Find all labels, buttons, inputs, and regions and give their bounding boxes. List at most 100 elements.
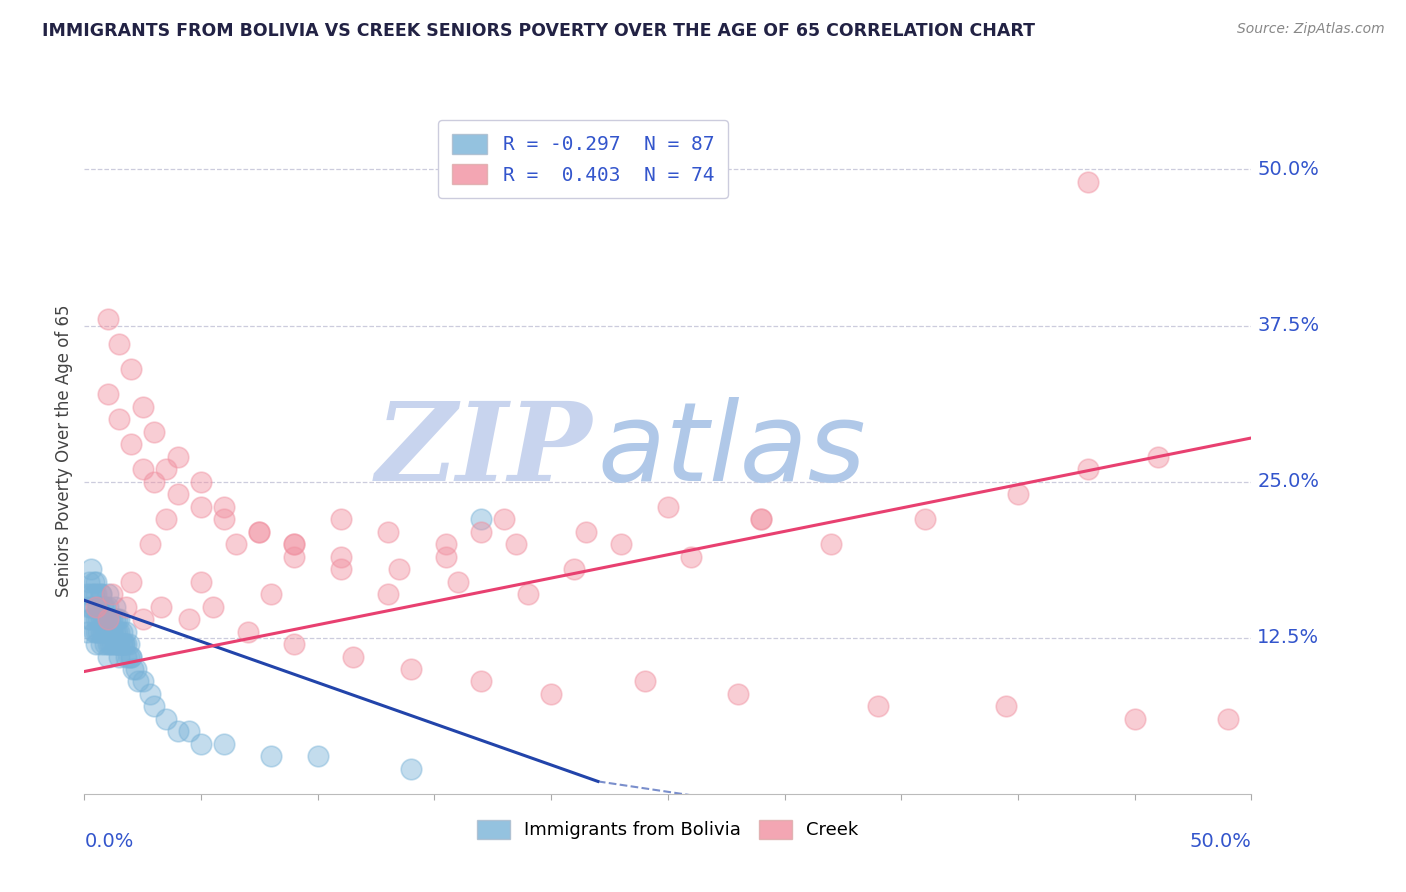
Text: 37.5%: 37.5% xyxy=(1257,316,1319,335)
Point xyxy=(108,337,131,351)
Point xyxy=(97,387,120,401)
Point xyxy=(98,612,121,626)
Point xyxy=(1123,712,1146,726)
Point xyxy=(470,674,492,689)
Point xyxy=(80,599,103,614)
Point xyxy=(330,549,353,564)
Point xyxy=(104,612,127,626)
Point xyxy=(470,524,492,539)
Point xyxy=(87,599,110,614)
Point xyxy=(388,562,411,576)
Point xyxy=(108,612,131,626)
Point xyxy=(190,737,212,751)
Point xyxy=(201,599,224,614)
Point xyxy=(399,762,422,776)
Point xyxy=(105,624,128,639)
Point xyxy=(179,612,201,626)
Point xyxy=(575,524,598,539)
Point xyxy=(115,649,138,664)
Point xyxy=(97,312,120,326)
Point xyxy=(77,574,100,589)
Point xyxy=(132,612,155,626)
Point xyxy=(122,662,145,676)
Point xyxy=(97,599,120,614)
Point xyxy=(190,574,212,589)
Point xyxy=(84,587,107,601)
Point xyxy=(749,512,772,526)
Point xyxy=(1007,487,1029,501)
Point xyxy=(115,599,138,614)
Point xyxy=(866,699,889,714)
Text: ZIP: ZIP xyxy=(375,397,592,504)
Point xyxy=(83,574,105,589)
Point xyxy=(112,637,135,651)
Point xyxy=(84,624,107,639)
Point xyxy=(249,524,271,539)
Point xyxy=(143,699,166,714)
Point xyxy=(143,425,166,439)
Legend: Immigrants from Bolivia, Creek: Immigrants from Bolivia, Creek xyxy=(470,813,866,847)
Point xyxy=(104,599,127,614)
Point xyxy=(94,599,117,614)
Point xyxy=(101,624,124,639)
Point xyxy=(94,624,117,639)
Point xyxy=(214,737,236,751)
Point xyxy=(76,587,98,601)
Point xyxy=(249,524,271,539)
Point xyxy=(138,537,160,551)
Point xyxy=(190,475,212,489)
Y-axis label: Seniors Poverty Over the Age of 65: Seniors Poverty Over the Age of 65 xyxy=(55,304,73,597)
Point xyxy=(330,512,353,526)
Point xyxy=(91,624,114,639)
Point xyxy=(657,500,679,514)
Point xyxy=(76,624,98,639)
Point xyxy=(155,512,177,526)
Point xyxy=(80,587,103,601)
Point xyxy=(104,637,127,651)
Point xyxy=(115,624,138,639)
Point xyxy=(115,637,138,651)
Point xyxy=(120,649,142,664)
Point xyxy=(90,587,112,601)
Point xyxy=(540,687,562,701)
Point xyxy=(260,587,283,601)
Point xyxy=(84,574,107,589)
Point xyxy=(132,462,155,476)
Text: 0.0%: 0.0% xyxy=(84,831,134,851)
Point xyxy=(132,400,155,414)
Point xyxy=(434,537,457,551)
Point xyxy=(118,649,141,664)
Point xyxy=(447,574,470,589)
Point xyxy=(914,512,936,526)
Point xyxy=(516,587,538,601)
Point xyxy=(190,500,212,514)
Point xyxy=(83,599,105,614)
Point xyxy=(94,637,117,651)
Text: Source: ZipAtlas.com: Source: ZipAtlas.com xyxy=(1237,22,1385,37)
Point xyxy=(84,599,107,614)
Point xyxy=(111,637,134,651)
Point xyxy=(307,749,329,764)
Text: 50.0%: 50.0% xyxy=(1257,160,1319,179)
Point xyxy=(98,637,121,651)
Point xyxy=(225,537,247,551)
Point xyxy=(1147,450,1170,464)
Point xyxy=(80,562,103,576)
Point xyxy=(94,612,117,626)
Point xyxy=(80,612,103,626)
Point xyxy=(143,475,166,489)
Point xyxy=(681,549,703,564)
Point xyxy=(283,537,305,551)
Point xyxy=(155,462,177,476)
Point xyxy=(342,649,364,664)
Point xyxy=(90,612,112,626)
Point xyxy=(87,612,110,626)
Point xyxy=(120,574,142,589)
Point xyxy=(166,450,188,464)
Point xyxy=(377,524,399,539)
Point xyxy=(399,662,422,676)
Point xyxy=(77,599,100,614)
Point xyxy=(283,637,305,651)
Point xyxy=(91,612,114,626)
Point xyxy=(97,612,120,626)
